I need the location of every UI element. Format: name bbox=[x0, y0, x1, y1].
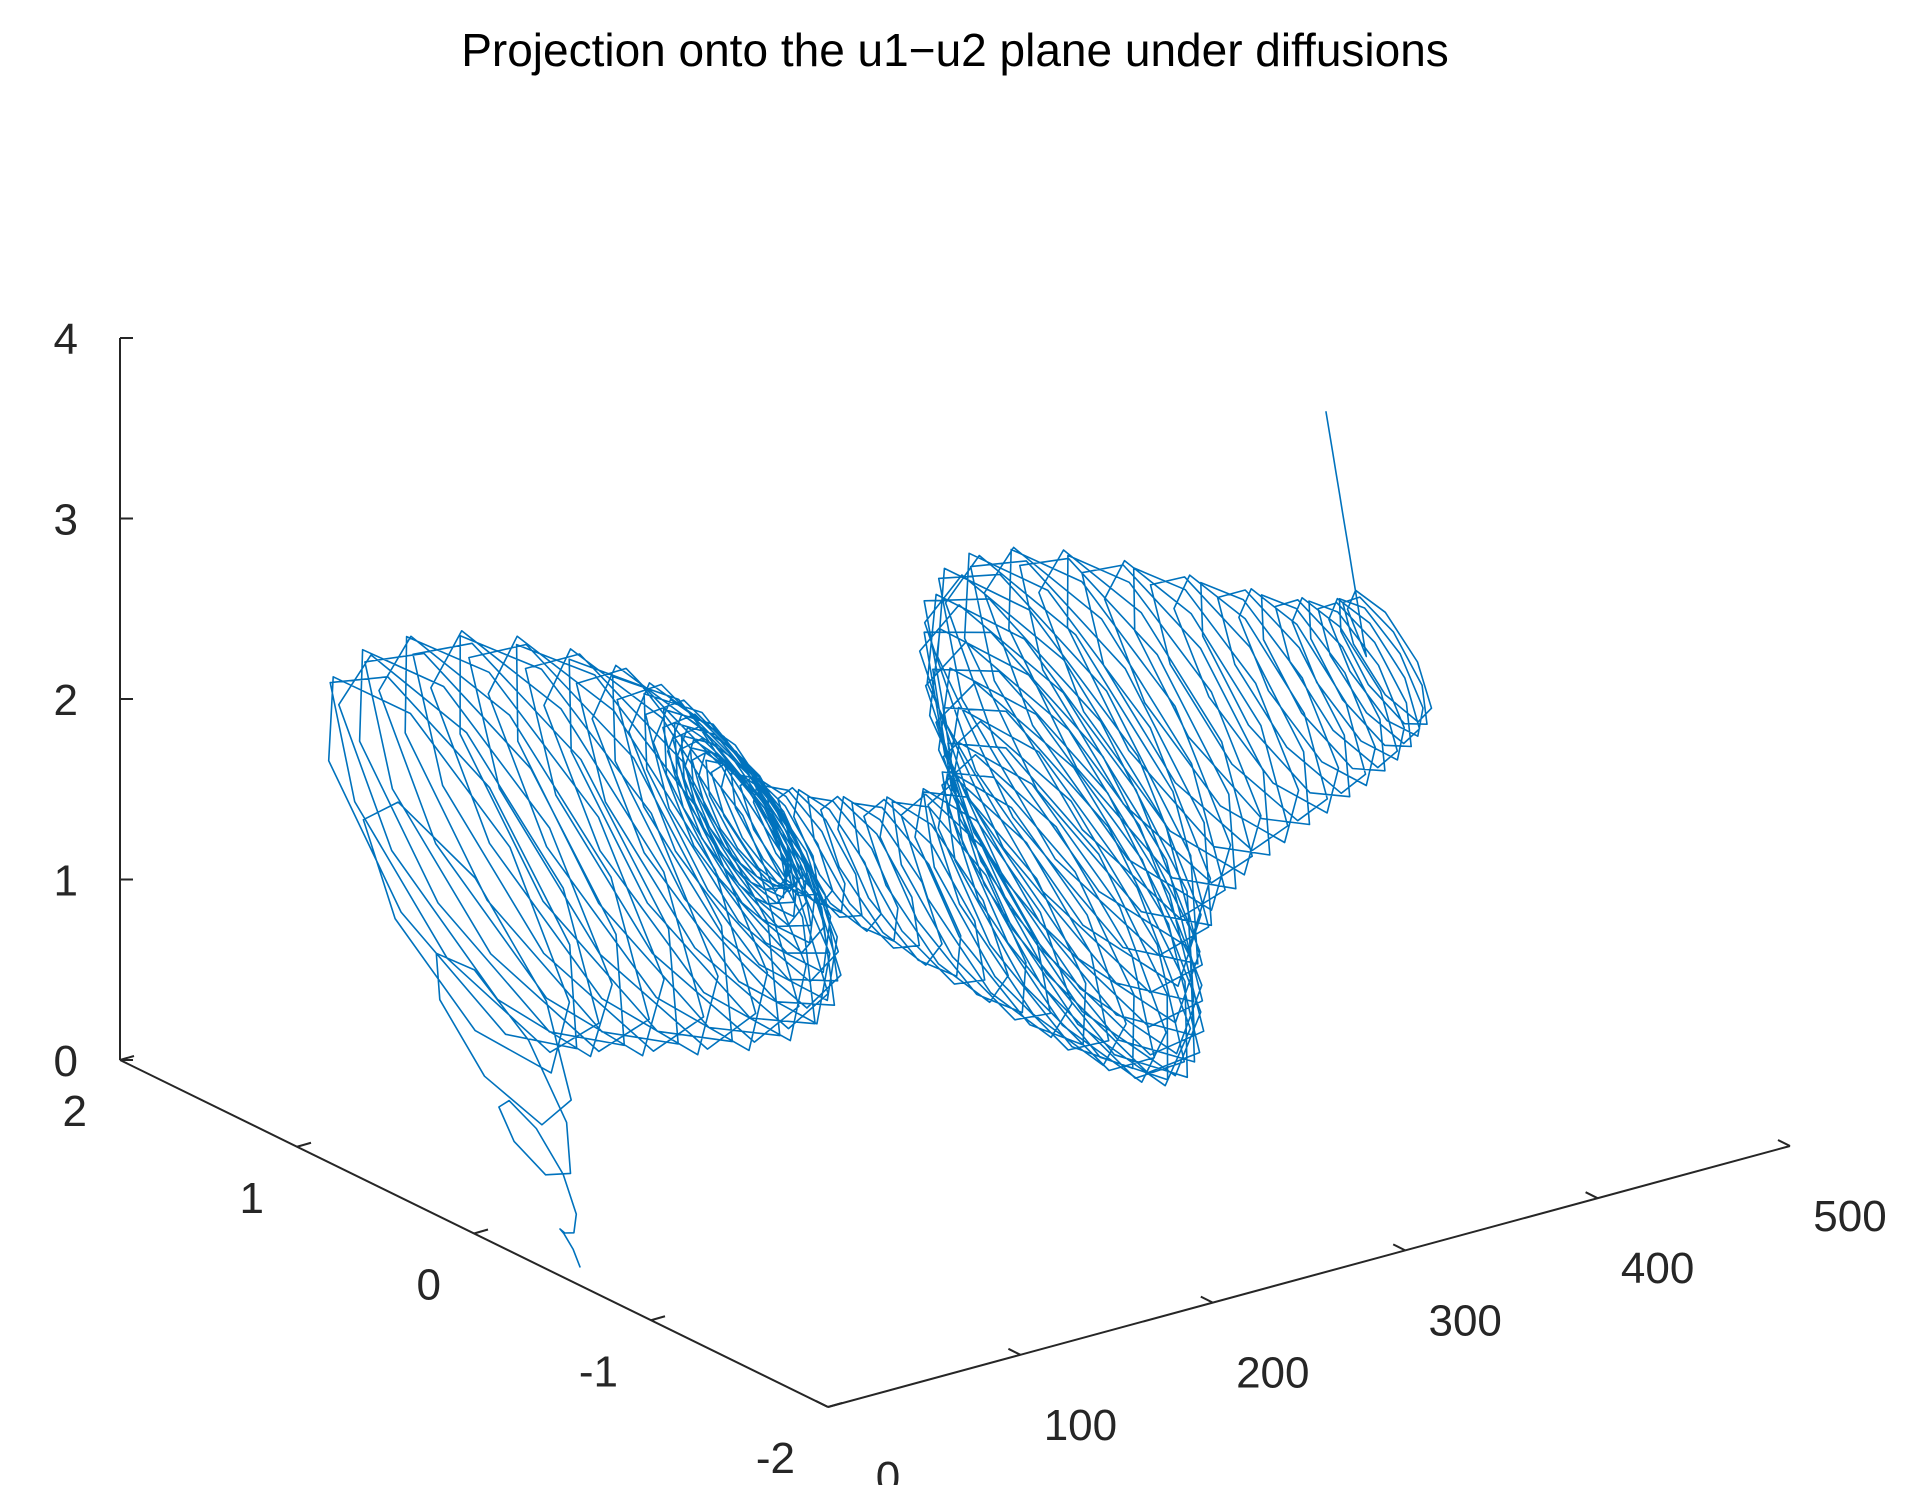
y-tick bbox=[119, 1055, 135, 1061]
y-tick bbox=[827, 1402, 843, 1408]
chart-title: Projection onto the u1−u2 plane under di… bbox=[461, 24, 1449, 76]
x-tick bbox=[815, 1400, 829, 1408]
x-tick-label: 0 bbox=[876, 1453, 900, 1485]
plot-area bbox=[327, 411, 1433, 1268]
z-tick-label: 3 bbox=[54, 496, 78, 545]
y-tick-label: 0 bbox=[417, 1261, 441, 1310]
z-tick-label: 4 bbox=[54, 315, 78, 364]
x-tick bbox=[1007, 1347, 1021, 1356]
y-tick-label: -2 bbox=[756, 1434, 795, 1483]
z-tick-label: 0 bbox=[54, 1037, 78, 1086]
y-tick bbox=[650, 1315, 666, 1322]
y-tick-label: 1 bbox=[240, 1174, 264, 1223]
y-tick bbox=[296, 1141, 312, 1148]
x-axis-line bbox=[827, 1145, 1791, 1408]
series-line-trajectory bbox=[327, 411, 1433, 1268]
x-tick-label: 200 bbox=[1236, 1349, 1309, 1398]
axis-ticks bbox=[119, 337, 1791, 1408]
x-tick-label: 100 bbox=[1044, 1401, 1117, 1450]
x-tick bbox=[1392, 1243, 1406, 1252]
x-tick bbox=[1585, 1191, 1599, 1200]
y-tick-label: -1 bbox=[579, 1347, 618, 1396]
y-tick-label: 2 bbox=[63, 1087, 87, 1136]
x-tick bbox=[1200, 1295, 1214, 1304]
x-tick-label: 500 bbox=[1813, 1192, 1886, 1241]
z-tick-label: 2 bbox=[54, 676, 78, 725]
x-tick-label: 400 bbox=[1621, 1244, 1694, 1293]
y-tick bbox=[473, 1228, 489, 1235]
x-tick-label: 300 bbox=[1428, 1296, 1501, 1345]
x-tick bbox=[1777, 1139, 1791, 1147]
z-tick-label: 1 bbox=[54, 857, 78, 906]
